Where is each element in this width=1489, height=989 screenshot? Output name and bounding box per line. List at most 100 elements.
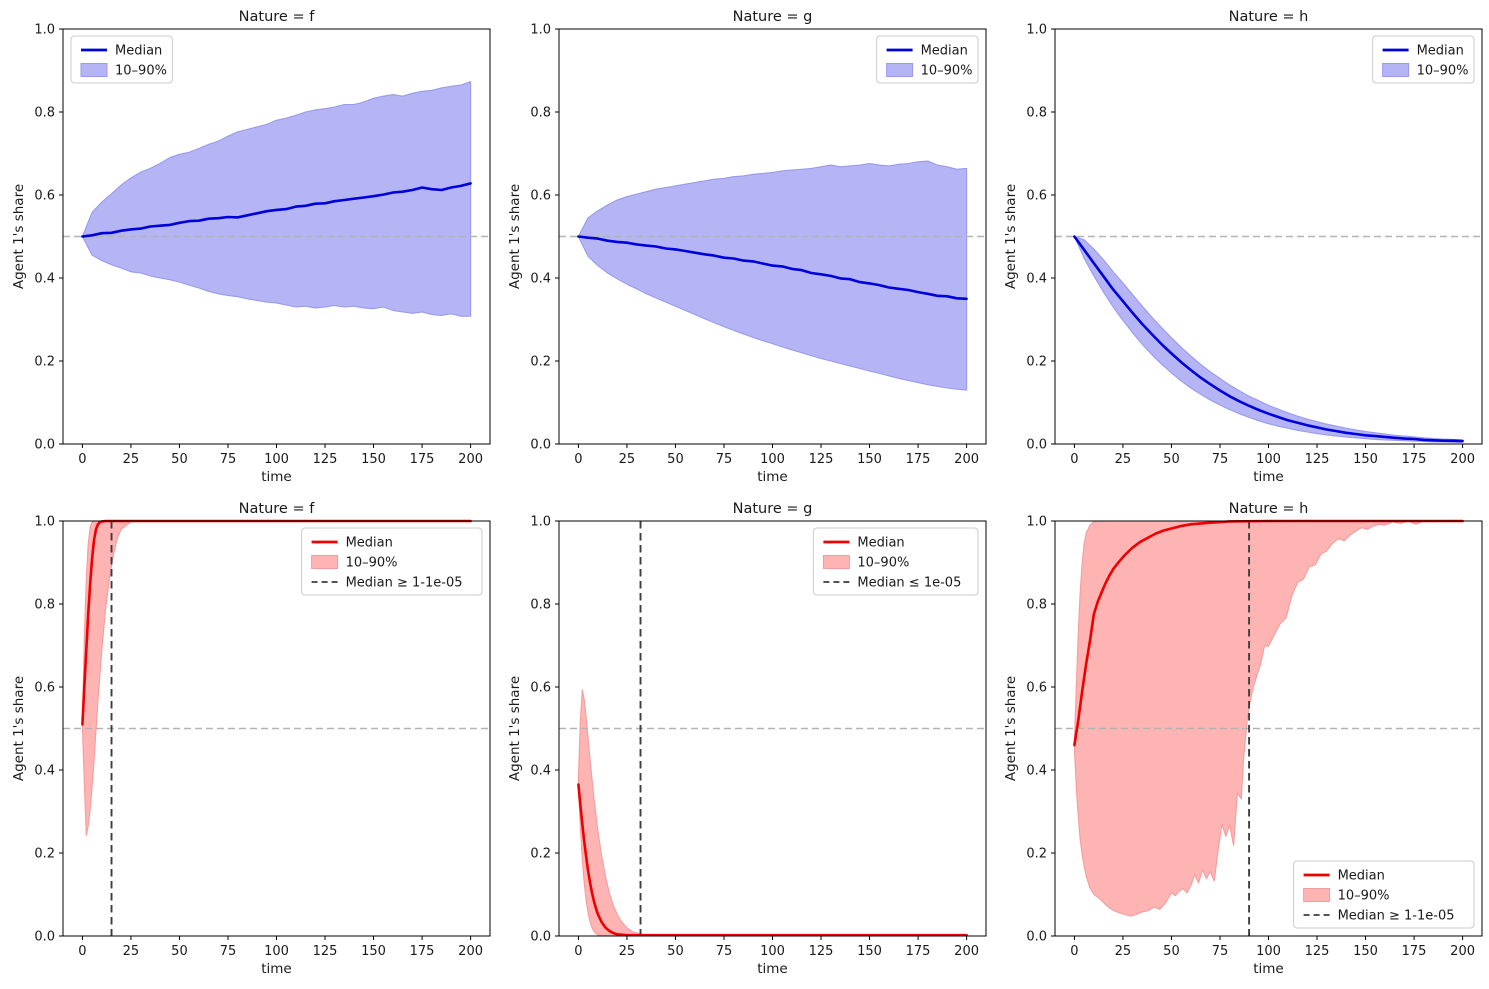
- subplot-1-1: 0 25 50 75 100 125 150 175 200 0.0 0.2 0.4 0.6 0.8 1.0…: [507, 501, 987, 977]
- y-tick-label: 0.0: [34, 930, 55, 945]
- legend-label: 10–90%: [346, 556, 398, 571]
- legend-label: 10–90%: [857, 556, 909, 571]
- median-line: [81, 182, 472, 238]
- legend-label: 10–90%: [1338, 889, 1390, 904]
- x-tick-label: 75: [716, 944, 733, 959]
- y-tick-label: 0.6: [34, 681, 55, 696]
- x-tick-label: 25: [123, 452, 140, 467]
- y-tick-label: 0.8: [1026, 106, 1047, 121]
- percentile-band: [81, 81, 472, 317]
- legend-box: [301, 527, 483, 596]
- x-tick-label: 75: [716, 452, 733, 467]
- x-tick-label: 75: [220, 452, 237, 467]
- x-tick-label: 125: [1305, 452, 1330, 467]
- x-tick-label: 50: [171, 944, 188, 959]
- y-tick-label: 1.0: [1026, 515, 1047, 530]
- x-tick-label: 25: [123, 944, 140, 959]
- x-tick-label: 200: [458, 452, 483, 467]
- x-axis-label: time: [1253, 961, 1284, 977]
- y-tick-label: 0.8: [34, 598, 55, 613]
- y-tick-label: 0.2: [34, 847, 55, 862]
- legend: Median 10–90%: [876, 35, 979, 84]
- x-tick-label: 0: [574, 452, 582, 467]
- x-tick-label: 150: [361, 452, 386, 467]
- subplot-title: Nature = f: [239, 9, 316, 25]
- legend: Median 10–90% Median ≤ 1e-05: [812, 527, 979, 596]
- x-tick-label: 100: [264, 452, 289, 467]
- legend-patch-sample: [1382, 63, 1410, 77]
- y-axis-label: Agent 1's share: [11, 676, 27, 781]
- legend-patch-sample: [1303, 888, 1331, 902]
- x-tick-label: 0: [574, 944, 582, 959]
- y-tick-label: 0.6: [1026, 681, 1047, 696]
- y-tick-label: 0.2: [34, 355, 55, 370]
- x-tick-label: 50: [1163, 452, 1180, 467]
- subplot-1-0: 0 25 50 75 100 125 150 175 200 0.0 0.2 0.4 0.6 0.8 1.0…: [11, 501, 491, 977]
- x-tick-label: 175: [906, 452, 931, 467]
- legend: Median 10–90%: [70, 35, 173, 84]
- x-axis-label: time: [1253, 469, 1284, 485]
- legend: Median 10–90%: [1372, 35, 1475, 84]
- y-axis-label: Agent 1's share: [507, 184, 523, 289]
- y-tick-label: 1.0: [1026, 23, 1047, 38]
- median-line: [1073, 519, 1464, 747]
- legend-label: Median ≥ 1-1e-05: [346, 576, 463, 591]
- percentile-band: [1073, 520, 1464, 917]
- y-tick-label: 1.0: [34, 515, 55, 530]
- x-tick-label: 100: [760, 944, 785, 959]
- y-tick-label: 1.0: [530, 23, 551, 38]
- y-axis-label: Agent 1's share: [507, 676, 523, 781]
- y-tick-label: 0.0: [34, 438, 55, 453]
- x-tick-label: 50: [667, 452, 684, 467]
- y-axis-label: Agent 1's share: [1003, 676, 1019, 781]
- x-tick-label: 175: [410, 452, 435, 467]
- y-tick-label: 0.2: [530, 847, 551, 862]
- legend-patch-sample: [822, 555, 850, 569]
- subplot-0-0: 0 25 50 75 100 125 150 175 200 0.0 0.2 0.4 0.6 0.8 1.0…: [11, 9, 491, 485]
- x-tick-label: 0: [1070, 944, 1078, 959]
- y-tick-label: 0.8: [530, 106, 551, 121]
- x-tick-label: 25: [1115, 452, 1132, 467]
- legend-box: [1293, 860, 1475, 929]
- x-tick-label: 175: [1402, 452, 1427, 467]
- legend: Median 10–90% Median ≥ 1-1e-05: [1293, 860, 1475, 929]
- legend-patch-sample: [311, 555, 339, 569]
- x-tick-label: 0: [78, 944, 86, 959]
- x-tick-label: 150: [1353, 452, 1378, 467]
- y-axis-label: Agent 1's share: [1003, 184, 1019, 289]
- subplot-0-2: 0 25 50 75 100 125 150 175 200 0.0 0.2 0.4 0.6 0.8 1.0…: [1003, 9, 1483, 485]
- x-tick-label: 175: [410, 944, 435, 959]
- y-tick-label: 0.8: [1026, 598, 1047, 613]
- subplot-1-2: 0 25 50 75 100 125 150 175 200 0.0 0.2 0.4 0.6 0.8 1.0…: [1003, 501, 1483, 977]
- x-tick-label: 175: [1402, 944, 1427, 959]
- legend-label: Median: [921, 44, 968, 59]
- x-tick-label: 75: [220, 944, 237, 959]
- y-tick-label: 0.2: [1026, 847, 1047, 862]
- legend-label: Median: [1338, 869, 1385, 884]
- y-tick-label: 0.6: [530, 189, 551, 204]
- legend-patch-sample: [886, 63, 914, 77]
- x-axis-label: time: [757, 469, 788, 485]
- legend-label: Median ≤ 1e-05: [857, 576, 961, 591]
- x-tick-label: 200: [954, 944, 979, 959]
- x-tick-label: 125: [809, 452, 834, 467]
- y-tick-label: 0.0: [530, 930, 551, 945]
- legend-label: 10–90%: [115, 64, 167, 79]
- legend: Median 10–90% Median ≥ 1-1e-05: [301, 527, 483, 596]
- x-tick-label: 200: [954, 452, 979, 467]
- x-tick-label: 200: [1450, 452, 1475, 467]
- y-tick-label: 0.4: [530, 764, 551, 779]
- x-tick-label: 125: [313, 944, 338, 959]
- x-tick-label: 125: [809, 944, 834, 959]
- subplot-0-1: 0 25 50 75 100 125 150 175 200 0.0 0.2 0.4 0.6 0.8 1.0…: [507, 9, 987, 485]
- y-tick-label: 0.6: [34, 189, 55, 204]
- legend-patch-sample: [80, 63, 108, 77]
- y-tick-label: 0.4: [34, 272, 55, 287]
- x-tick-label: 75: [1212, 944, 1229, 959]
- x-tick-label: 200: [458, 944, 483, 959]
- median-line: [1073, 235, 1464, 443]
- x-axis-label: time: [757, 961, 788, 977]
- x-tick-label: 100: [1256, 452, 1281, 467]
- x-tick-label: 100: [1256, 944, 1281, 959]
